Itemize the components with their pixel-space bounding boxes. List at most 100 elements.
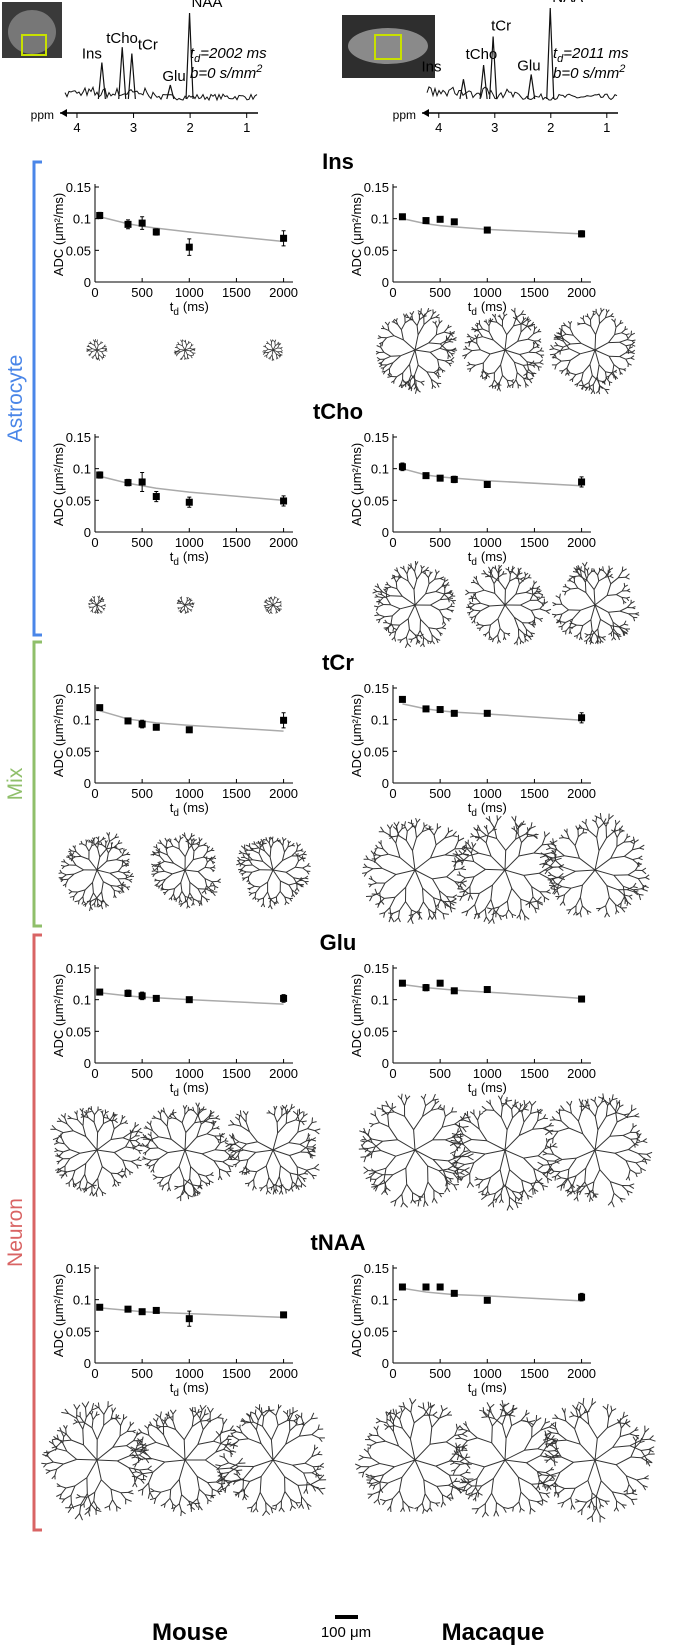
y-axis-label: ADC (μm²/ms) — [349, 443, 364, 526]
cell-branch — [280, 840, 281, 843]
cell-branch — [585, 582, 586, 592]
cell-branch — [408, 643, 411, 646]
x-tick-label: 2000 — [269, 1366, 298, 1381]
cell-branch — [571, 588, 578, 589]
cell-branch — [590, 1197, 591, 1202]
y-axis-label: ADC (μm²/ms) — [51, 694, 66, 777]
cell-branch — [630, 1127, 633, 1132]
cell-branch — [505, 581, 509, 590]
cell-branch — [261, 904, 263, 907]
cell-branch — [107, 860, 117, 862]
cell-drawing — [462, 308, 544, 391]
cell-branch — [416, 818, 418, 822]
cell-branch — [405, 1095, 406, 1100]
cell-branch — [515, 816, 516, 822]
cell-branch — [198, 1499, 200, 1506]
cell-branch — [545, 833, 550, 837]
data-point — [153, 228, 160, 235]
cell-branch — [557, 891, 559, 896]
cell-branch — [470, 610, 474, 612]
b-value: b=0 s/mm — [553, 65, 619, 82]
cell-branch — [66, 874, 74, 875]
cell-branch — [70, 1153, 80, 1158]
cell-branch — [401, 1099, 404, 1105]
cell-branch — [117, 885, 122, 886]
cell-branch — [407, 827, 412, 831]
cell-branch — [185, 1150, 191, 1167]
cell-branch — [314, 1164, 319, 1168]
cell-branch — [520, 600, 530, 605]
group-label: Neuron — [4, 1198, 27, 1267]
cell-branch — [573, 375, 576, 379]
cell-branch — [238, 1458, 242, 1463]
cell-branch — [245, 857, 249, 859]
cell-branch — [528, 623, 532, 625]
cell-branch — [529, 348, 534, 352]
cell-branch — [609, 356, 614, 365]
cell-branch — [620, 342, 626, 346]
data-point — [153, 1307, 160, 1314]
cell-branch — [190, 346, 192, 349]
cell-branch — [301, 1183, 302, 1187]
cell-branch — [412, 315, 413, 320]
cell-branch — [380, 598, 384, 602]
cell-branch — [424, 1182, 428, 1193]
cell-branch — [150, 1148, 158, 1149]
cell-branch — [129, 880, 132, 882]
cell-branch — [623, 1132, 630, 1135]
cell-branch — [374, 1123, 380, 1125]
cell-branch — [396, 1194, 402, 1200]
cell-branch — [499, 569, 502, 572]
cell-branch — [185, 870, 190, 882]
cell-branch — [388, 854, 400, 857]
cell-branch — [567, 1102, 571, 1106]
cell-branch — [488, 909, 492, 913]
cell-branch — [437, 571, 440, 574]
cell-branch — [282, 1112, 287, 1115]
cell-branch — [393, 1168, 406, 1175]
data-point — [578, 996, 585, 1003]
cell-branch — [169, 1182, 170, 1187]
cell-branch — [162, 1186, 164, 1191]
cell-branch — [437, 826, 441, 829]
cell-branch — [111, 1173, 114, 1179]
x-axis-label: td(ms) — [170, 549, 209, 568]
cell-branch — [388, 632, 391, 633]
cell-branch — [109, 1500, 112, 1506]
cell-branch — [131, 1160, 137, 1162]
cell-branch — [63, 1437, 64, 1443]
cell-branch — [401, 323, 405, 330]
cell-branch — [89, 351, 93, 352]
cell-branch — [193, 1193, 195, 1197]
cell-branch — [574, 1197, 577, 1200]
cell-branch — [118, 1171, 122, 1173]
cell-branch — [611, 1104, 616, 1111]
cell-branch — [52, 1475, 55, 1478]
cell-branch — [493, 1202, 494, 1208]
cell-branch — [271, 597, 272, 599]
cell-branch — [112, 1408, 113, 1413]
cell-branch — [118, 871, 123, 872]
cell-branch — [256, 887, 260, 892]
cell-branch — [426, 592, 436, 594]
cell-branch — [97, 1507, 100, 1510]
cell-branch — [86, 900, 90, 904]
cell-branch — [92, 1411, 93, 1415]
cell-branch — [456, 1134, 463, 1135]
cell-branch — [406, 637, 407, 643]
cell-branch — [563, 344, 570, 347]
cell-branch — [520, 355, 527, 362]
cell-branch — [411, 1200, 413, 1204]
cell-branch — [215, 1150, 224, 1151]
cell-branch — [90, 1192, 92, 1196]
cell-branch — [375, 1110, 376, 1116]
cell-branch — [281, 1166, 291, 1173]
cell-branch — [571, 1113, 578, 1121]
cell-branch — [434, 898, 437, 909]
cell-branch — [130, 1423, 134, 1426]
cell-branch — [296, 851, 300, 852]
cell-branch — [621, 908, 625, 912]
cell-branch — [507, 1100, 512, 1101]
data-point — [399, 980, 406, 987]
